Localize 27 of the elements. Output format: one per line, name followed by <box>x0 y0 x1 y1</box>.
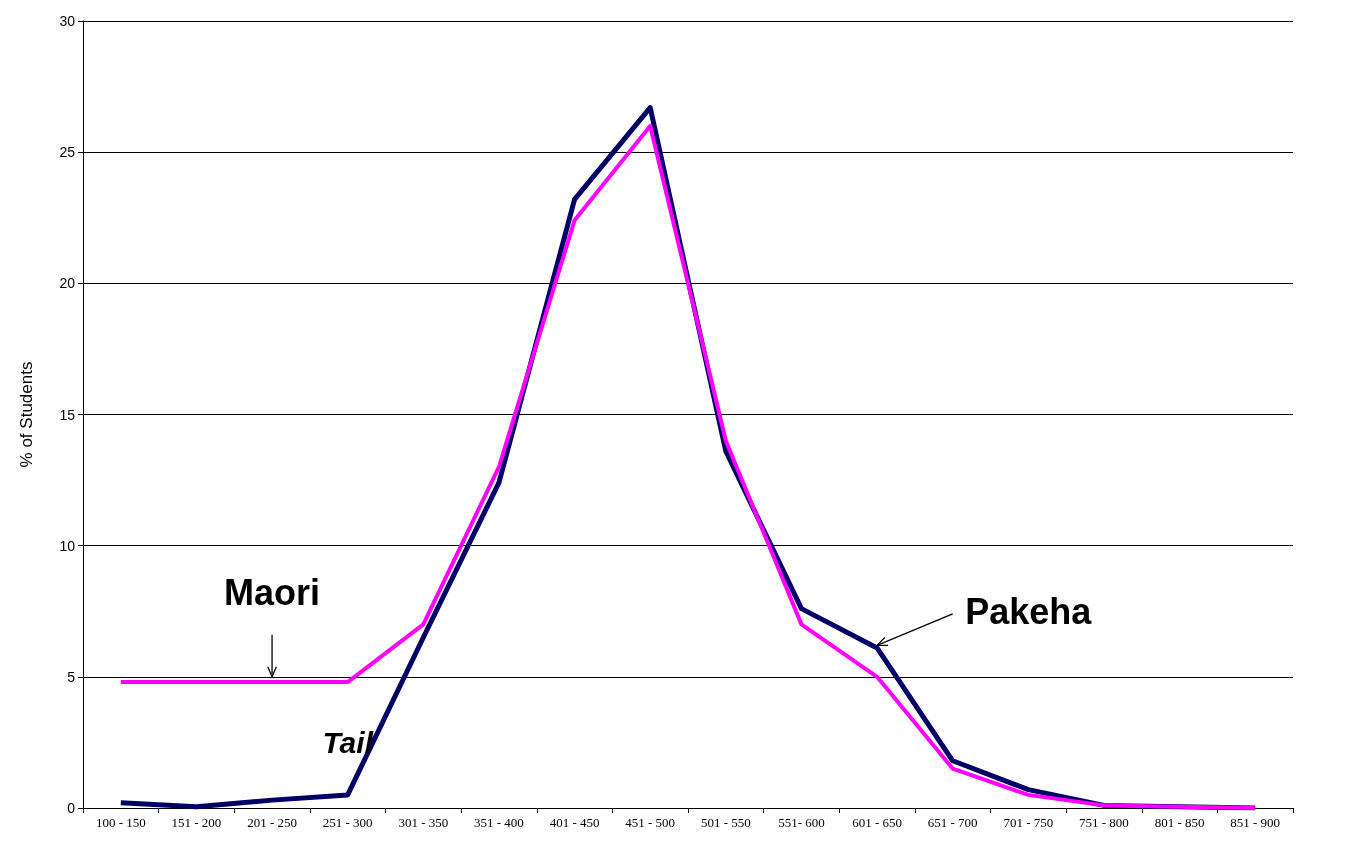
x-tick-label: 351 - 400 <box>474 815 524 830</box>
x-tick-label: 851 - 900 <box>1230 815 1281 830</box>
y-tick-label: 30 <box>59 13 76 29</box>
x-tick-label: 701 - 750 <box>1003 815 1054 830</box>
x-tick-label: 601 - 650 <box>852 815 902 830</box>
x-tick-label: 451 - 500 <box>625 815 676 830</box>
x-tick-label: 301 - 350 <box>398 815 449 830</box>
y-tick-label: 25 <box>59 144 76 161</box>
x-tick-label: 801 - 850 <box>1154 815 1205 830</box>
y-tick-label: 15 <box>59 406 76 423</box>
text: Pakeha <box>965 590 1093 632</box>
x-tick-label: 201 - 250 <box>247 815 297 830</box>
series-label: Maori <box>224 572 321 614</box>
y-axis-title: % of Students <box>17 361 36 468</box>
y-tick-label: 20 <box>59 275 76 292</box>
x-tick-label: 151 - 200 <box>171 815 222 830</box>
y-tick-label: 5 <box>67 668 76 685</box>
x-tick-label: 401 - 450 <box>549 815 600 830</box>
x-tick-label: 100 - 150 <box>95 815 146 830</box>
x-tick-label: 251 - 300 <box>322 815 373 830</box>
x-tick-label: 501 - 550 <box>700 815 751 830</box>
y-tick-label: 10 <box>59 537 76 554</box>
x-tick-label: 651 - 700 <box>927 815 978 830</box>
annotation: Tail <box>322 725 374 759</box>
x-tick-label: 551- 600 <box>778 815 825 830</box>
y-tick-label: 0 <box>67 800 76 816</box>
x-tick-label: 751 - 800 <box>1079 815 1129 830</box>
